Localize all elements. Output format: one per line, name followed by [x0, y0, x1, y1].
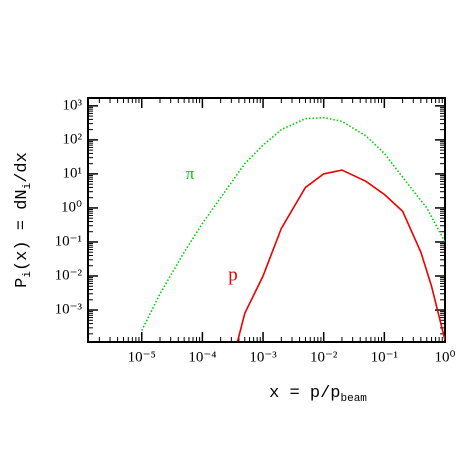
x-axis-label: x = p/pbeam — [269, 384, 367, 404]
series-label: π — [186, 164, 195, 183]
x-tick-label: 10⁻⁴ — [188, 349, 216, 365]
y-label-sub: i — [22, 271, 34, 278]
y-tick-label: 10² — [63, 131, 83, 147]
x-tick-label: 10⁰ — [434, 349, 455, 365]
x-tick-label: 10⁻¹ — [371, 349, 398, 365]
y-tick-label: 10⁻² — [55, 267, 83, 283]
y-tick-label: 10¹ — [63, 165, 83, 181]
y-label-sub: i — [22, 182, 34, 189]
x-tick-label: 10⁻² — [310, 349, 338, 365]
series-label: p — [228, 264, 238, 285]
x-tick-label: 10⁻³ — [249, 349, 277, 365]
x-tick-label: 10⁻⁵ — [128, 349, 156, 365]
series-line — [236, 169, 445, 342]
plot-frame — [87, 97, 446, 343]
series-line — [141, 116, 445, 331]
x-label-sub: beam — [341, 393, 368, 405]
y-label-part: /dx — [13, 152, 32, 183]
y-tick-label: 10³ — [63, 97, 83, 113]
y-label-part: P — [13, 278, 32, 288]
x-label-main: x = p/p — [269, 384, 340, 403]
y-tick-label: 10⁰ — [61, 199, 82, 215]
y-axis-label: Pi(x) = dNi/dx — [13, 152, 33, 288]
y-tick-label: 10⁻³ — [55, 301, 83, 317]
y-label-part: (x) = dN — [13, 189, 32, 271]
y-tick-label: 10⁻¹ — [55, 233, 82, 249]
